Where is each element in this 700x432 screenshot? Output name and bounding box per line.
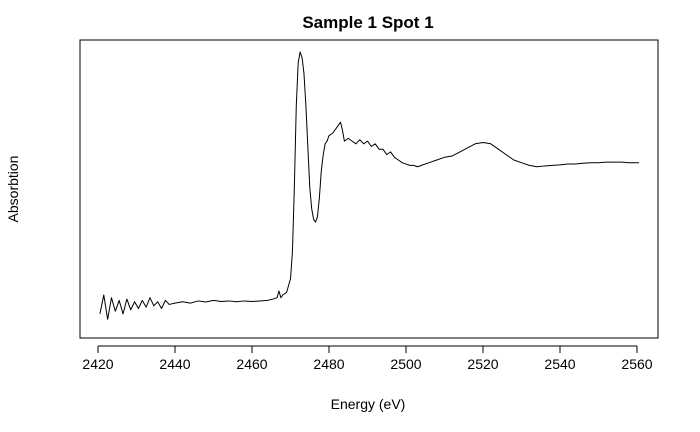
x-tick-label-4: 2500 — [390, 356, 421, 372]
x-ticks — [97, 346, 638, 353]
x-tick-labels: 2420 2440 2460 2480 2500 2520 2540 2560 — [82, 356, 652, 372]
plot-frame — [79, 39, 659, 339]
y-axis-label: Absorbtion — [5, 156, 21, 223]
x-axis-label: Energy (eV) — [331, 396, 406, 412]
x-tick-label-7: 2560 — [621, 356, 652, 372]
x-tick-label-0: 2420 — [82, 356, 113, 372]
x-tick-label-2: 2460 — [236, 356, 267, 372]
x-tick-label-5: 2520 — [467, 356, 498, 372]
series-line — [99, 51, 639, 320]
x-tick-label-1: 2440 — [159, 356, 190, 372]
x-tick-label-6: 2540 — [544, 356, 575, 372]
chart-title: Sample 1 Spot 1 — [302, 13, 433, 32]
x-tick-label-3: 2480 — [313, 356, 344, 372]
